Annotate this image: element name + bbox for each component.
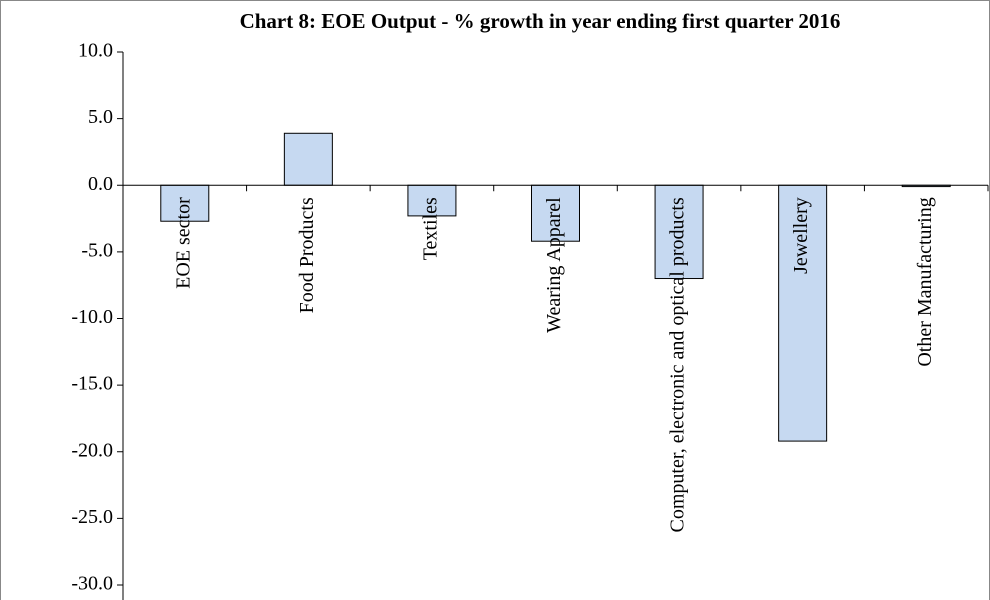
x-tick-label: Other Manufacturing <box>914 197 936 366</box>
bar <box>283 132 333 186</box>
y-tick-label: -20.0 <box>71 439 113 461</box>
y-tick-label: -30.0 <box>71 573 113 595</box>
y-tick-label: 10.0 <box>78 40 113 62</box>
y-tick-label: 5.0 <box>88 106 113 128</box>
bar <box>531 184 580 242</box>
bar <box>654 184 704 280</box>
x-tick-label: EOE sector <box>172 197 194 289</box>
x-tick-label: Food Products <box>296 197 318 313</box>
y-tick-label: -10.0 <box>71 306 113 328</box>
x-tick-label: Jewellery <box>790 197 812 274</box>
x-tick-label: Textiles <box>420 197 442 260</box>
y-tick-label: -25.0 <box>71 506 113 528</box>
y-tick-label: 0.0 <box>88 173 113 195</box>
bar <box>778 184 828 442</box>
x-tick-label: Computer, electronic and optical product… <box>667 197 689 532</box>
y-tick-label: -5.0 <box>81 239 113 261</box>
x-tick-label: Wearing Apparel <box>543 197 565 333</box>
y-tick-label: -15.0 <box>71 373 113 395</box>
chart-title: Chart 8: EOE Output - % growth in year e… <box>239 9 841 33</box>
